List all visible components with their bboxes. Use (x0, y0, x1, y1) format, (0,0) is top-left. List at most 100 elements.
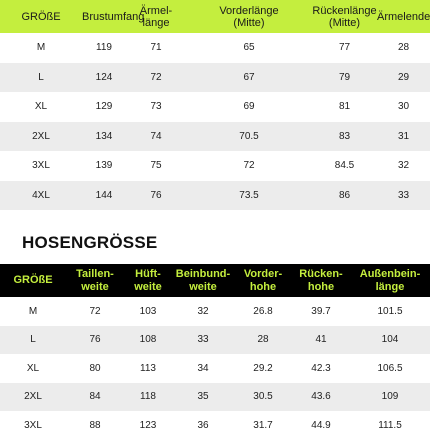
measurement-cell: 33 (397, 189, 410, 201)
measurement-cell: 34 (197, 362, 209, 374)
size-cell: 3XL (24, 419, 42, 431)
measurement-cell: 28 (257, 334, 269, 346)
measurement-cell: 104 (381, 334, 399, 346)
measurement-cell: 113 (140, 362, 156, 374)
measurement-cell: 123 (139, 419, 157, 431)
measurement-cell: 101.5 (377, 305, 403, 317)
pants-size-heading: HOSENGRÖSSE (22, 233, 158, 252)
size-cell: L (30, 334, 36, 346)
measurement-cell: 76 (150, 189, 162, 201)
measurement-cell: 39.7 (311, 305, 331, 317)
size-cell: 2XL (32, 130, 50, 142)
measurement-cell: 74 (150, 130, 162, 142)
measurement-cell: 29.2 (253, 362, 273, 374)
column-header: Vorder- hohe (243, 267, 283, 293)
measurement-cell: 30.5 (253, 391, 273, 403)
size-cell: XL (34, 101, 48, 113)
measurement-cell: 31 (397, 130, 410, 142)
pants-table-body: M 72 103 32 26.8 39.7 101.5 L 76 108 33 28 41 104 XL 80… (0, 297, 430, 440)
column-header: Ärmelende (377, 10, 430, 23)
measurement-cell: 71 (150, 42, 162, 54)
column-header: GRÖßE (13, 274, 53, 286)
measurement-cell: 26.8 (253, 305, 273, 317)
column-header: Beinbund- weite (175, 267, 231, 293)
measurement-cell: 86 (338, 189, 351, 201)
table-row: 4XL 144 76 73.5 86 33 (0, 180, 430, 210)
pants-size-table: GRÖßE Taillen- weite Hüft- weite Beinbund- … (0, 264, 430, 440)
measurement-cell: 44.9 (311, 419, 331, 431)
measurement-cell: 119 (96, 42, 112, 54)
measurement-cell: 42.3 (311, 362, 331, 374)
measurement-cell: 80 (89, 362, 101, 374)
column-header: Außenbein- länge (359, 267, 421, 293)
table-row: M 72 103 32 26.8 39.7 101.5 (0, 297, 430, 326)
table-row: XL 129 73 69 81 30 (0, 92, 430, 122)
table-row: M 119 71 65 77 28 (0, 33, 430, 63)
measurement-cell: 33 (197, 334, 209, 346)
measurement-cell: 35 (197, 391, 209, 403)
measurement-cell: 103 (139, 305, 157, 317)
table-row: 2XL 84 118 35 30.5 43.6 109 (0, 382, 430, 411)
column-header: Rückenlänge (Mitte) (312, 4, 377, 29)
measurement-cell: 129 (95, 101, 113, 113)
shirt-table-header-row: GRÖßE Brustumfang Ärmel- länge Vorderlänge … (0, 0, 430, 33)
measurement-cell: 84.5 (334, 160, 355, 172)
measurement-cell: 83 (338, 130, 351, 142)
measurement-cell: 41 (315, 334, 327, 346)
table-row: L 124 72 67 79 29 (0, 62, 430, 92)
column-header: Vorderlänge (Mitte) (219, 4, 279, 29)
measurement-cell: 32 (197, 305, 209, 317)
column-header: Ärmel- länge (139, 4, 173, 29)
measurement-cell: 65 (243, 42, 255, 54)
table-row: 2XL 134 74 70.5 83 31 (0, 121, 430, 151)
measurement-cell: 30 (397, 101, 410, 113)
column-header: Taillen- weite (76, 267, 114, 293)
measurement-cell: 144 (95, 189, 113, 201)
pants-table-header-row: GRÖßE Taillen- weite Hüft- weite Beinbund- … (0, 264, 430, 297)
measurement-cell: 106.5 (377, 362, 403, 374)
measurement-cell: 28 (397, 42, 410, 54)
measurement-cell: 43.6 (311, 391, 331, 403)
measurement-cell: 70.5 (239, 130, 259, 142)
measurement-cell: 134 (95, 130, 113, 142)
measurement-cell: 109 (381, 391, 399, 403)
measurement-cell: 75 (150, 160, 162, 172)
shirt-size-table: GRÖßE Brustumfang Ärmel- länge Vorderlänge … (0, 0, 430, 210)
measurement-cell: 36 (197, 419, 209, 431)
measurement-cell: 67 (243, 71, 255, 83)
column-header: Hüft- weite (134, 267, 162, 293)
table-row: 3XL 88 123 36 31.7 44.9 111.5 (0, 411, 430, 440)
size-cell: M (36, 42, 46, 54)
measurement-cell: 31.7 (253, 419, 273, 431)
column-header: Brustumfang (82, 10, 145, 23)
measurement-cell: 72 (243, 160, 255, 172)
measurement-cell: 84 (89, 391, 101, 403)
table-row: L 76 108 33 28 41 104 (0, 325, 430, 354)
measurement-cell: 118 (140, 391, 156, 403)
measurement-cell: 79 (338, 71, 351, 83)
table-row: 3XL 139 75 72 84.5 32 (0, 151, 430, 181)
measurement-cell: 111.5 (378, 419, 402, 431)
measurement-cell: 29 (397, 71, 410, 83)
measurement-cell: 72 (150, 71, 162, 83)
measurement-cell: 32 (397, 160, 410, 172)
shirt-table-body: M 119 71 65 77 28 L 124 72 67 79 29 XL 129 73 69 81 30 2XL… (0, 33, 430, 210)
column-header: Rücken- hohe (299, 267, 343, 293)
measurement-cell: 81 (338, 101, 351, 113)
column-header: GRÖßE (21, 10, 61, 23)
measurement-cell: 76 (89, 334, 101, 346)
measurement-cell: 73 (150, 101, 162, 113)
measurement-cell: 108 (139, 334, 157, 346)
size-cell: 4XL (32, 189, 50, 201)
size-cell: 2XL (24, 391, 42, 403)
table-row: XL 80 113 34 29.2 42.3 106.5 (0, 354, 430, 383)
measurement-cell: 88 (89, 419, 101, 431)
size-cell: L (38, 71, 44, 83)
measurement-cell: 69 (243, 101, 255, 113)
measurement-cell: 139 (95, 160, 113, 172)
measurement-cell: 124 (95, 71, 113, 83)
size-cell: 3XL (32, 160, 50, 172)
measurement-cell: 72 (89, 305, 101, 317)
measurement-cell: 73.5 (239, 189, 259, 201)
size-cell: M (28, 305, 38, 317)
